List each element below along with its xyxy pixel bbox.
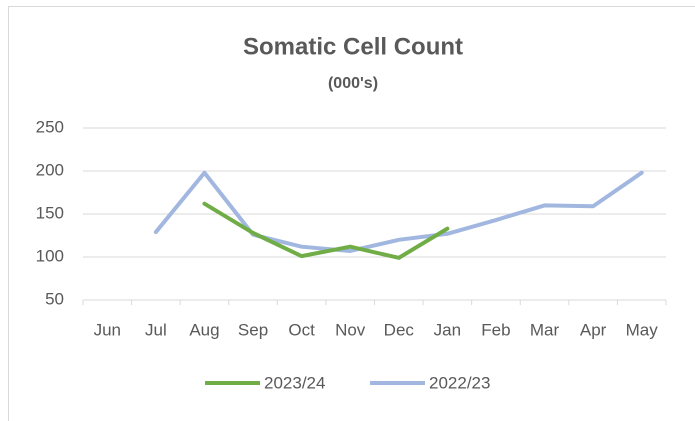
series-line <box>153 170 644 253</box>
x-tick-label: Aug <box>189 320 219 339</box>
series-line <box>202 201 450 260</box>
y-tick-label: 150 <box>36 203 64 222</box>
x-tick-label: Nov <box>335 320 366 339</box>
x-tick-label: Jun <box>94 320 121 339</box>
x-tick-label: Apr <box>580 320 607 339</box>
x-tick-label: Feb <box>481 320 510 339</box>
legend-label: 2022/23 <box>429 373 490 392</box>
x-tick-label: Oct <box>288 320 315 339</box>
chart-subtitle: (000's) <box>328 75 378 92</box>
chart-title: Somatic Cell Count <box>243 33 463 60</box>
x-tick-label: Dec <box>384 320 415 339</box>
legend-label: 2023/24 <box>264 373 325 392</box>
x-tick-label: Sep <box>238 320 268 339</box>
y-tick-label: 50 <box>45 289 64 308</box>
y-tick-label: 100 <box>36 246 64 265</box>
y-tick-label: 200 <box>36 160 64 179</box>
y-tick-label: 250 <box>36 117 64 136</box>
x-tick-label: May <box>626 320 659 339</box>
x-tick-label: Jan <box>434 320 461 339</box>
x-tick-label: Jul <box>145 320 167 339</box>
x-tick-label: Mar <box>530 320 560 339</box>
